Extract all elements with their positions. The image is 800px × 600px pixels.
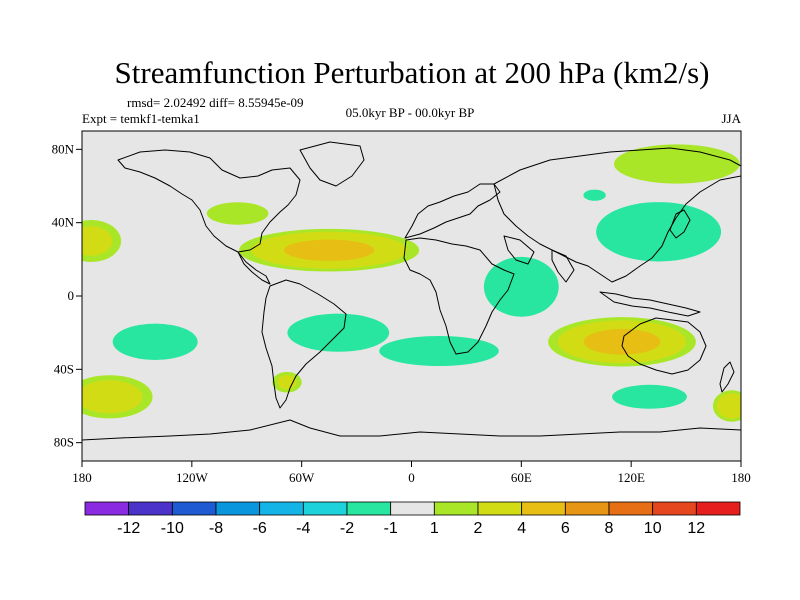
colorbar-label: 10 [644,520,662,537]
colorbar-box [84,501,130,516]
coast-north-america [117,149,301,253]
colorbar-label: -1 [384,520,398,537]
coast-new-zealand [719,361,735,393]
colorbar-box [390,501,435,516]
field-contour-8 [596,202,722,262]
field-contour-7 [483,256,559,317]
colorbar-label: 12 [687,520,705,537]
colorbar-box [521,501,566,516]
colorbar-label: 6 [561,520,570,537]
colorbar-label: -4 [296,520,310,537]
x-tick-label: 120W [176,470,209,485]
map-background [82,131,741,461]
colorbar-label: -8 [209,520,223,537]
colorbar-label: 1 [430,520,439,537]
field-contour-4 [112,323,198,360]
field-contour-14 [716,393,741,419]
field-contour-0 [82,226,113,256]
y-tick-label: 80N [52,141,75,156]
field-contour-13 [583,189,606,201]
x-tick-label: 120E [617,470,645,485]
season-label: JJA [721,111,741,126]
x-tick-label: 60E [511,470,532,485]
coast-africa [403,237,515,355]
field-contour-10 [583,329,661,355]
colorbar-label: -2 [340,520,354,537]
field-contour-3 [284,239,375,261]
colorbar-box [346,501,392,516]
coast-asia [493,147,741,283]
colorbar-label: -10 [161,520,184,537]
coast-arabia-india [503,235,575,283]
x-tick-label: 0 [408,470,415,485]
experiment-label: Expt = temkf1-temka1 [82,111,200,126]
stats-line: rmsd= 2.02492 diff= 8.55945e-09 [127,95,304,110]
coast-japan [669,209,691,239]
y-tick-label: 40N [52,215,75,230]
y-tick-label: 40S [54,361,74,376]
colorbar-box [695,501,741,516]
coast-south-america [261,279,347,409]
colorbar-box [564,501,610,516]
y-tick-label: 0 [68,288,75,303]
colorbar-label: 4 [517,520,526,537]
colorbar-label: -6 [253,520,267,537]
y-tick-label: 80S [54,435,74,450]
colorbar-box [171,501,217,516]
coast-antarctica [82,419,741,441]
field-contour-2 [206,202,269,225]
x-tick-label: 180 [72,470,92,485]
colorbar-label: 8 [605,520,614,537]
colorbar: -12 -10 -8 -6 -4 -2 -1 1 2 4 6 8 10 12 [84,501,741,537]
coast-europe [404,183,501,239]
coastlines [82,141,741,441]
field-contour-5 [287,313,390,352]
field-contour-6 [379,336,499,366]
x-tick-label: 180 [731,470,751,485]
anomaly-field [82,144,741,422]
field-contour-12 [277,375,297,390]
field-contour-11 [612,384,687,409]
colorbar-box [608,501,654,516]
coast-australia [621,317,707,375]
map-panel [81,130,742,462]
colorbar-label: -12 [117,520,140,537]
x-tick-label: 60W [289,470,315,485]
colorbar-label: 2 [474,520,483,537]
period-label: 05.0kyr BP - 00.0kyr BP [346,105,475,120]
colorbar-box [215,501,261,516]
colorbar-box [302,501,348,516]
colorbar-box [433,501,479,516]
colorbar-box [128,501,173,516]
coast-central-america [237,251,271,285]
colorbar-box [477,501,523,516]
figure-title: Streamfunction Perturbation at 200 hPa (… [115,55,710,90]
colorbar-box [652,501,697,516]
coast-greenland [299,141,365,187]
field-contour-1 [82,380,143,414]
coast-indonesia [599,291,701,317]
colorbar-box [259,501,304,516]
axis-ticks: 180 120W 60W 0 60E 120E 180 80N 40N 0 40S 80S [52,141,751,485]
